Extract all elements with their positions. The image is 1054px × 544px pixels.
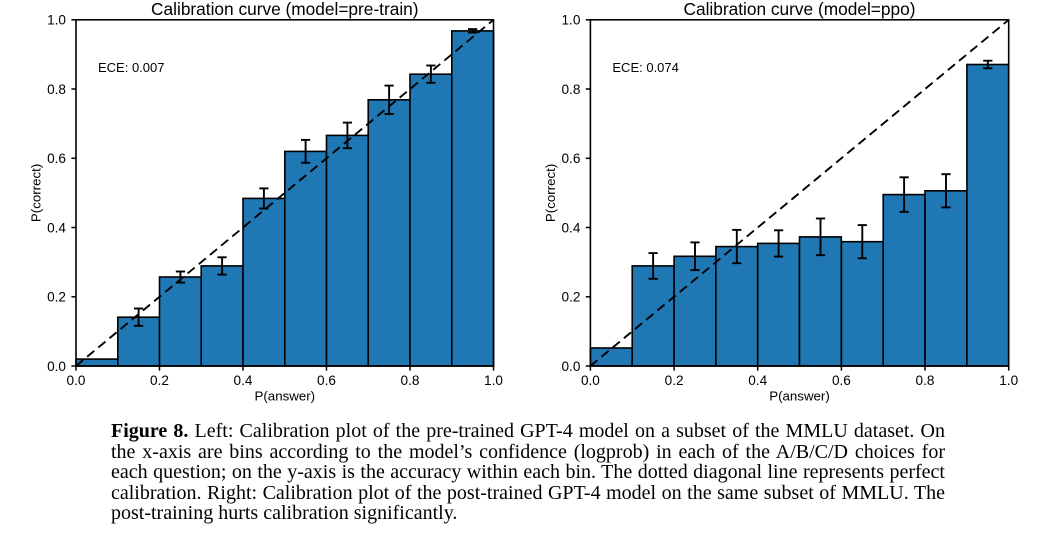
svg-text:ECE: 0.074: ECE: 0.074 — [612, 60, 679, 75]
svg-text:1.0: 1.0 — [484, 373, 503, 388]
svg-text:0.2: 0.2 — [150, 373, 169, 388]
svg-text:0.0: 0.0 — [561, 359, 580, 374]
svg-text:0.4: 0.4 — [234, 373, 253, 388]
svg-text:0.8: 0.8 — [401, 373, 420, 388]
svg-text:Calibration curve (model=pre-t: Calibration curve (model=pre-train) — [151, 0, 419, 19]
svg-text:0.2: 0.2 — [561, 290, 580, 305]
svg-text:0.4: 0.4 — [47, 220, 66, 235]
svg-text:0.4: 0.4 — [561, 220, 580, 235]
svg-text:0.6: 0.6 — [561, 151, 580, 166]
svg-text:0.2: 0.2 — [47, 290, 66, 305]
svg-text:0.0: 0.0 — [47, 359, 66, 374]
svg-text:P(answer): P(answer) — [255, 389, 316, 404]
svg-text:Calibration curve (model=ppo): Calibration curve (model=ppo) — [684, 0, 916, 19]
svg-text:0.4: 0.4 — [748, 373, 767, 388]
svg-text:1.0: 1.0 — [999, 373, 1018, 388]
svg-text:0.6: 0.6 — [832, 373, 851, 388]
svg-text:1.0: 1.0 — [47, 13, 66, 28]
svg-text:P(correct): P(correct) — [29, 164, 44, 222]
svg-text:0.6: 0.6 — [47, 151, 66, 166]
svg-text:P(answer): P(answer) — [769, 389, 830, 404]
svg-text:0.0: 0.0 — [581, 373, 600, 388]
svg-text:ECE: 0.007: ECE: 0.007 — [98, 60, 165, 75]
svg-text:1.0: 1.0 — [561, 13, 580, 28]
svg-text:0.2: 0.2 — [665, 373, 684, 388]
svg-text:0.8: 0.8 — [47, 82, 66, 97]
svg-text:0.0: 0.0 — [67, 373, 86, 388]
svg-text:0.8: 0.8 — [916, 373, 935, 388]
svg-text:0.8: 0.8 — [561, 82, 580, 97]
svg-text:0.6: 0.6 — [317, 373, 336, 388]
svg-text:P(correct): P(correct) — [543, 164, 558, 222]
